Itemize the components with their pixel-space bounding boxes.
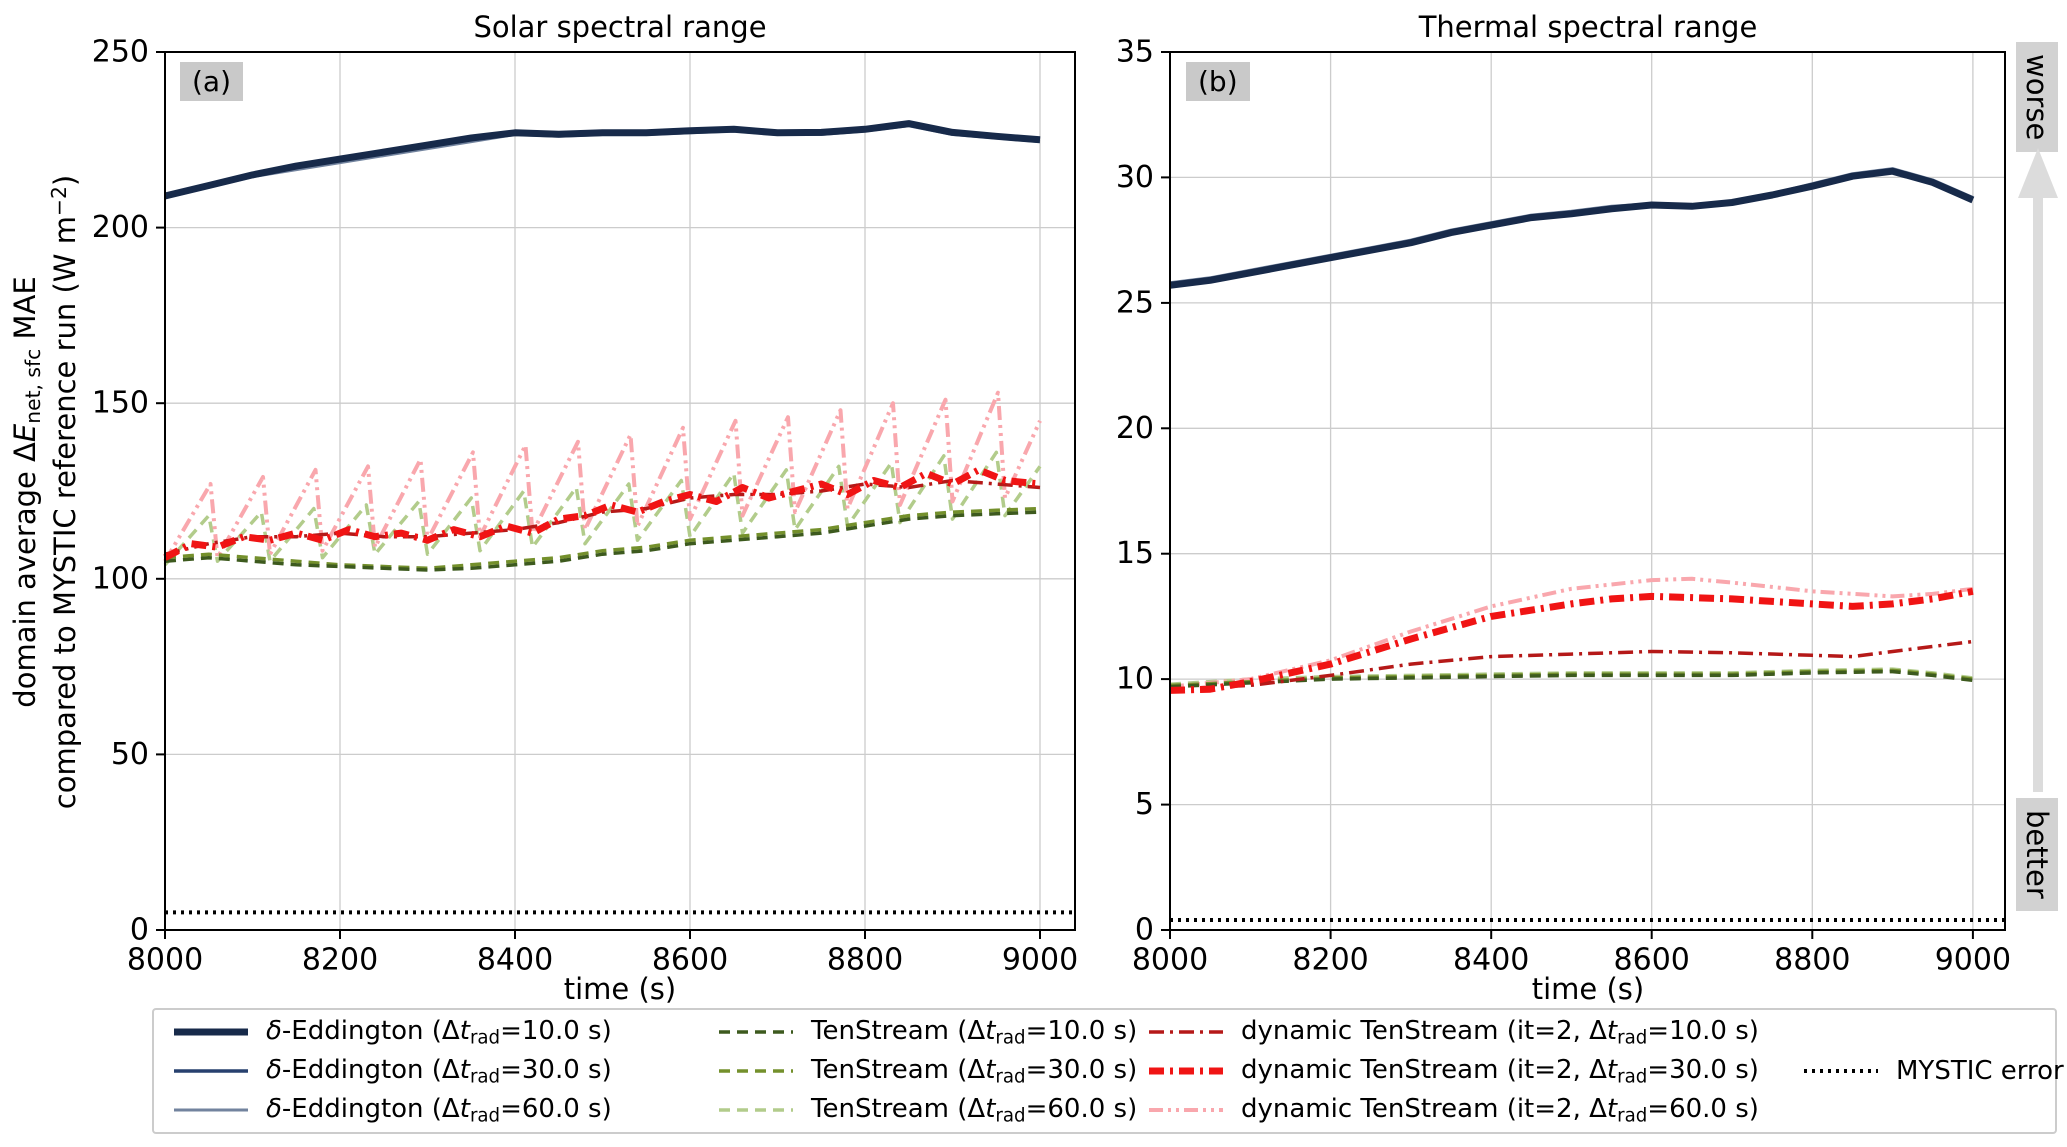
x-tick-label: 8600 [652, 943, 728, 978]
legend-label-tenstream-10: TenStream (Δtrad=10.0 s) [811, 1015, 1138, 1049]
better-label: better [2016, 798, 2058, 911]
x-tick-label: 8000 [1132, 943, 1208, 978]
legend-label-delta-eddington-60: δ-Eddington (Δtrad=60.0 s) [266, 1093, 612, 1127]
thermal-chart-title: Thermal spectral range [1418, 10, 1758, 44]
series-tenstream-60-solar [163, 450, 1042, 566]
legend-swatch-delta-eddington-60 [174, 1108, 248, 1112]
legend-label-delta-eddington-10: δ-Eddington (Δtrad=10.0 s) [266, 1015, 612, 1049]
charts-svg: 8000 8200 8400 8600 8800 90000501001502002508… [92, 35, 2011, 978]
legend-item-tenstream-60: TenStream (Δtrad=60.0 s) [717, 1092, 1147, 1128]
legend-item-dynamic-tenstream-10: dynamic TenStream (it=2, Δtrad=10.0 s) [1147, 1014, 1802, 1050]
plot-spine-solar [164, 51, 1076, 931]
legend-item-tenstream-30: TenStream (Δtrad=30.0 s) [717, 1053, 1147, 1089]
y-tick-label: 250 [92, 35, 149, 70]
series-delta-eddington-10-solar [164, 120, 1041, 200]
y-tick-label: 5 [1135, 787, 1154, 822]
legend-item-tenstream-10: TenStream (Δtrad=10.0 s) [717, 1014, 1147, 1050]
legend-column: δ-Eddington (Δtrad=10.0 s) δ-Eddington (Δ… [172, 1014, 717, 1128]
legend-swatch-delta-eddington-10 [174, 1028, 248, 1036]
y-tick-label: 25 [1116, 285, 1154, 320]
legend-swatch-tenstream-60 [719, 1108, 793, 1112]
legend-item-mystic-error: MYSTIC error [1802, 1053, 2064, 1089]
legend-column: TenStream (Δtrad=10.0 s) TenStream (Δtrad… [717, 1014, 1147, 1128]
x-axis-label-solar: time (s) [563, 972, 677, 1006]
x-tick-label: 8200 [302, 943, 378, 978]
y-tick-label: 20 [1116, 411, 1154, 446]
better-worse-arrow [2018, 148, 2058, 792]
series-tenstream-10-thermal [1169, 669, 1974, 689]
legend-label-dynamic-tenstream-10: dynamic TenStream (it=2, Δtrad=10.0 s) [1241, 1015, 1759, 1049]
series-dynamic-tenstream-60-thermal [1169, 576, 1974, 689]
series-dynamic-tenstream-60-solar [163, 390, 1042, 563]
y-tick-label: 10 [1116, 662, 1154, 697]
y-tick-label: 15 [1116, 536, 1154, 571]
legend-label-dynamic-tenstream-60: dynamic TenStream (it=2, Δtrad=60.0 s) [1241, 1093, 1759, 1127]
legend-swatch-dynamic-tenstream-10 [1149, 1030, 1223, 1034]
series-dynamic-tenstream-30-thermal [1169, 587, 1974, 694]
legend-swatch-tenstream-30 [719, 1069, 793, 1073]
legend-item-delta-eddington-10: δ-Eddington (Δtrad=10.0 s) [172, 1014, 717, 1050]
y-tick-label: 200 [92, 210, 149, 245]
y-axis-label: domain average ΔEnet, sfc MAE compared t… [7, 175, 85, 809]
y-tick-label: 0 [1135, 913, 1154, 948]
y-tick-label: 50 [111, 737, 149, 772]
series-delta-eddington-60-solar [164, 124, 1041, 200]
legend-item-delta-eddington-30: δ-Eddington (Δtrad=30.0 s) [172, 1053, 717, 1089]
x-tick-label: 8800 [1774, 943, 1850, 978]
panel-label-a: (a) [180, 62, 244, 101]
legend-column: MYSTIC error [1802, 1053, 2064, 1089]
plot-spine-thermal [1169, 51, 2006, 931]
y-tick-label: 100 [92, 561, 149, 596]
series-tenstream-10-solar [164, 510, 1041, 572]
series-delta-eddington-10-thermal [1169, 167, 1975, 289]
legend-label-delta-eddington-30: δ-Eddington (Δtrad=30.0 s) [266, 1054, 612, 1088]
legend: δ-Eddington (Δtrad=10.0 s) δ-Eddington (Δ… [152, 1008, 2064, 1134]
series-dynamic-tenstream-10-thermal [1169, 639, 1974, 691]
legend-swatch-dynamic-tenstream-60 [1149, 1108, 1223, 1112]
legend-label-dynamic-tenstream-30: dynamic TenStream (it=2, Δtrad=30.0 s) [1241, 1054, 1759, 1088]
legend-swatch-tenstream-10 [719, 1030, 793, 1034]
x-tick-label: 8800 [827, 943, 903, 978]
y-tick-label: 150 [92, 386, 149, 421]
y-tick-label: 35 [1116, 35, 1154, 70]
x-tick-label: 8600 [1614, 943, 1690, 978]
x-tick-label: 8000 [127, 943, 203, 978]
legend-item-dynamic-tenstream-60: dynamic TenStream (it=2, Δtrad=60.0 s) [1147, 1092, 1802, 1128]
x-axis-label-thermal: time (s) [1531, 972, 1645, 1006]
x-tick-label: 8400 [477, 943, 553, 978]
x-tick-label: 8400 [1453, 943, 1529, 978]
legend-item-delta-eddington-60: δ-Eddington (Δtrad=60.0 s) [172, 1092, 717, 1128]
x-tick-label: 9000 [1935, 943, 2011, 978]
legend-label-mystic-error: MYSTIC error [1896, 1056, 2064, 1086]
panel-label-b: (b) [1186, 62, 1250, 101]
x-tick-label: 8200 [1292, 943, 1368, 978]
x-tick-label: 9000 [1002, 943, 1078, 978]
y-axis-label-line2: compared to MYSTIC reference run (W m−2) [47, 174, 83, 810]
y-tick-label: 30 [1116, 160, 1154, 195]
legend-swatch-delta-eddington-30 [174, 1069, 248, 1073]
y-tick-label: 0 [130, 913, 149, 948]
legend-label-tenstream-60: TenStream (Δtrad=60.0 s) [811, 1093, 1138, 1127]
legend-swatch-dynamic-tenstream-30 [1149, 1067, 1223, 1075]
legend-item-dynamic-tenstream-30: dynamic TenStream (it=2, Δtrad=30.0 s) [1147, 1053, 1802, 1089]
legend-swatch-mystic-error [1804, 1069, 1878, 1073]
worse-label: worse [2016, 42, 2058, 153]
legend-label-tenstream-30: TenStream (Δtrad=30.0 s) [811, 1054, 1138, 1088]
solar-chart-title: Solar spectral range [473, 10, 767, 44]
series-dynamic-tenstream-30-solar [163, 466, 1041, 561]
series-tenstream-30-solar [164, 506, 1041, 571]
legend-column: dynamic TenStream (it=2, Δtrad=10.0 s) dy… [1147, 1014, 1802, 1128]
y-axis-label-line1: domain average ΔEnet, sfc MAE [7, 276, 45, 708]
